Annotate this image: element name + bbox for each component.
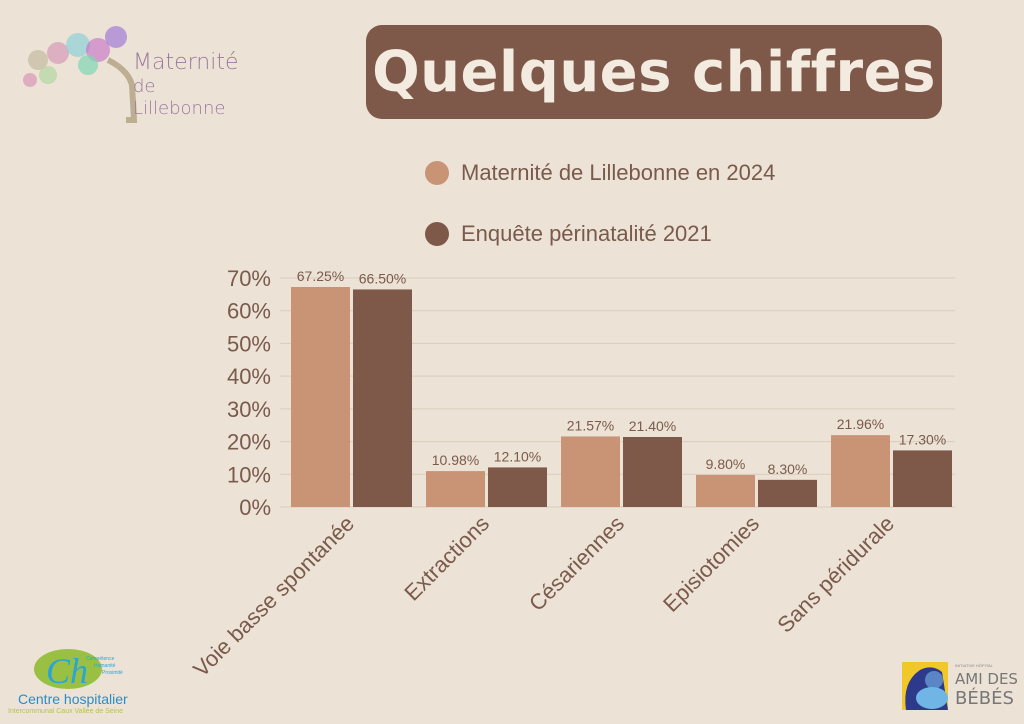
- y-tick-label: 0%: [239, 495, 271, 520]
- bar: [488, 467, 547, 507]
- bar: [623, 436, 682, 507]
- x-tick-label: Césariennes: [524, 511, 629, 616]
- bar: [831, 435, 890, 507]
- bar: [426, 471, 485, 507]
- page-title: Quelques chiffres: [372, 39, 936, 105]
- y-tick-label: 40%: [227, 364, 271, 389]
- bar: [696, 474, 755, 507]
- y-tick-label: 10%: [227, 462, 271, 487]
- mother-baby-icon: [902, 662, 948, 710]
- bar: [893, 450, 952, 507]
- ch-logo-icon: Ch: [34, 649, 102, 691]
- data-label: 21.96%: [837, 416, 884, 432]
- legend-item-series1: Maternité de Lillebonne en 2024: [425, 160, 775, 186]
- y-tick-label: 60%: [227, 299, 271, 324]
- data-label: 10.98%: [432, 452, 479, 468]
- x-tick-label: Extractions: [399, 511, 494, 606]
- bar: [561, 436, 620, 507]
- data-label: 12.10%: [494, 448, 541, 464]
- x-tick-label: Sans péridurale: [772, 511, 899, 638]
- bar: [353, 289, 412, 507]
- data-label: 66.50%: [359, 270, 406, 286]
- y-tick-label: 30%: [227, 397, 271, 422]
- y-tick-label: 20%: [227, 430, 271, 455]
- data-label: 21.40%: [629, 418, 676, 434]
- y-tick-label: 50%: [227, 331, 271, 356]
- y-tick-label: 70%: [227, 266, 271, 291]
- data-label: 8.30%: [768, 461, 808, 477]
- x-tick-label: Episiotomies: [658, 511, 764, 617]
- x-tick-label: Voie basse spontanée: [188, 511, 359, 682]
- data-label: 21.57%: [567, 417, 614, 433]
- legend-swatch: [425, 222, 449, 246]
- legend-swatch: [425, 161, 449, 185]
- bar: [758, 479, 817, 507]
- svg-text:Ch: Ch: [46, 651, 88, 691]
- data-label: 9.80%: [706, 456, 746, 472]
- bar: [291, 286, 350, 507]
- legend-item-series2: Enquête périnatalité 2021: [425, 221, 712, 247]
- title-banner: Quelques chiffres: [366, 25, 942, 119]
- data-label: 67.25%: [297, 268, 344, 284]
- data-label: 17.30%: [899, 431, 946, 447]
- tree-icon: [23, 26, 138, 123]
